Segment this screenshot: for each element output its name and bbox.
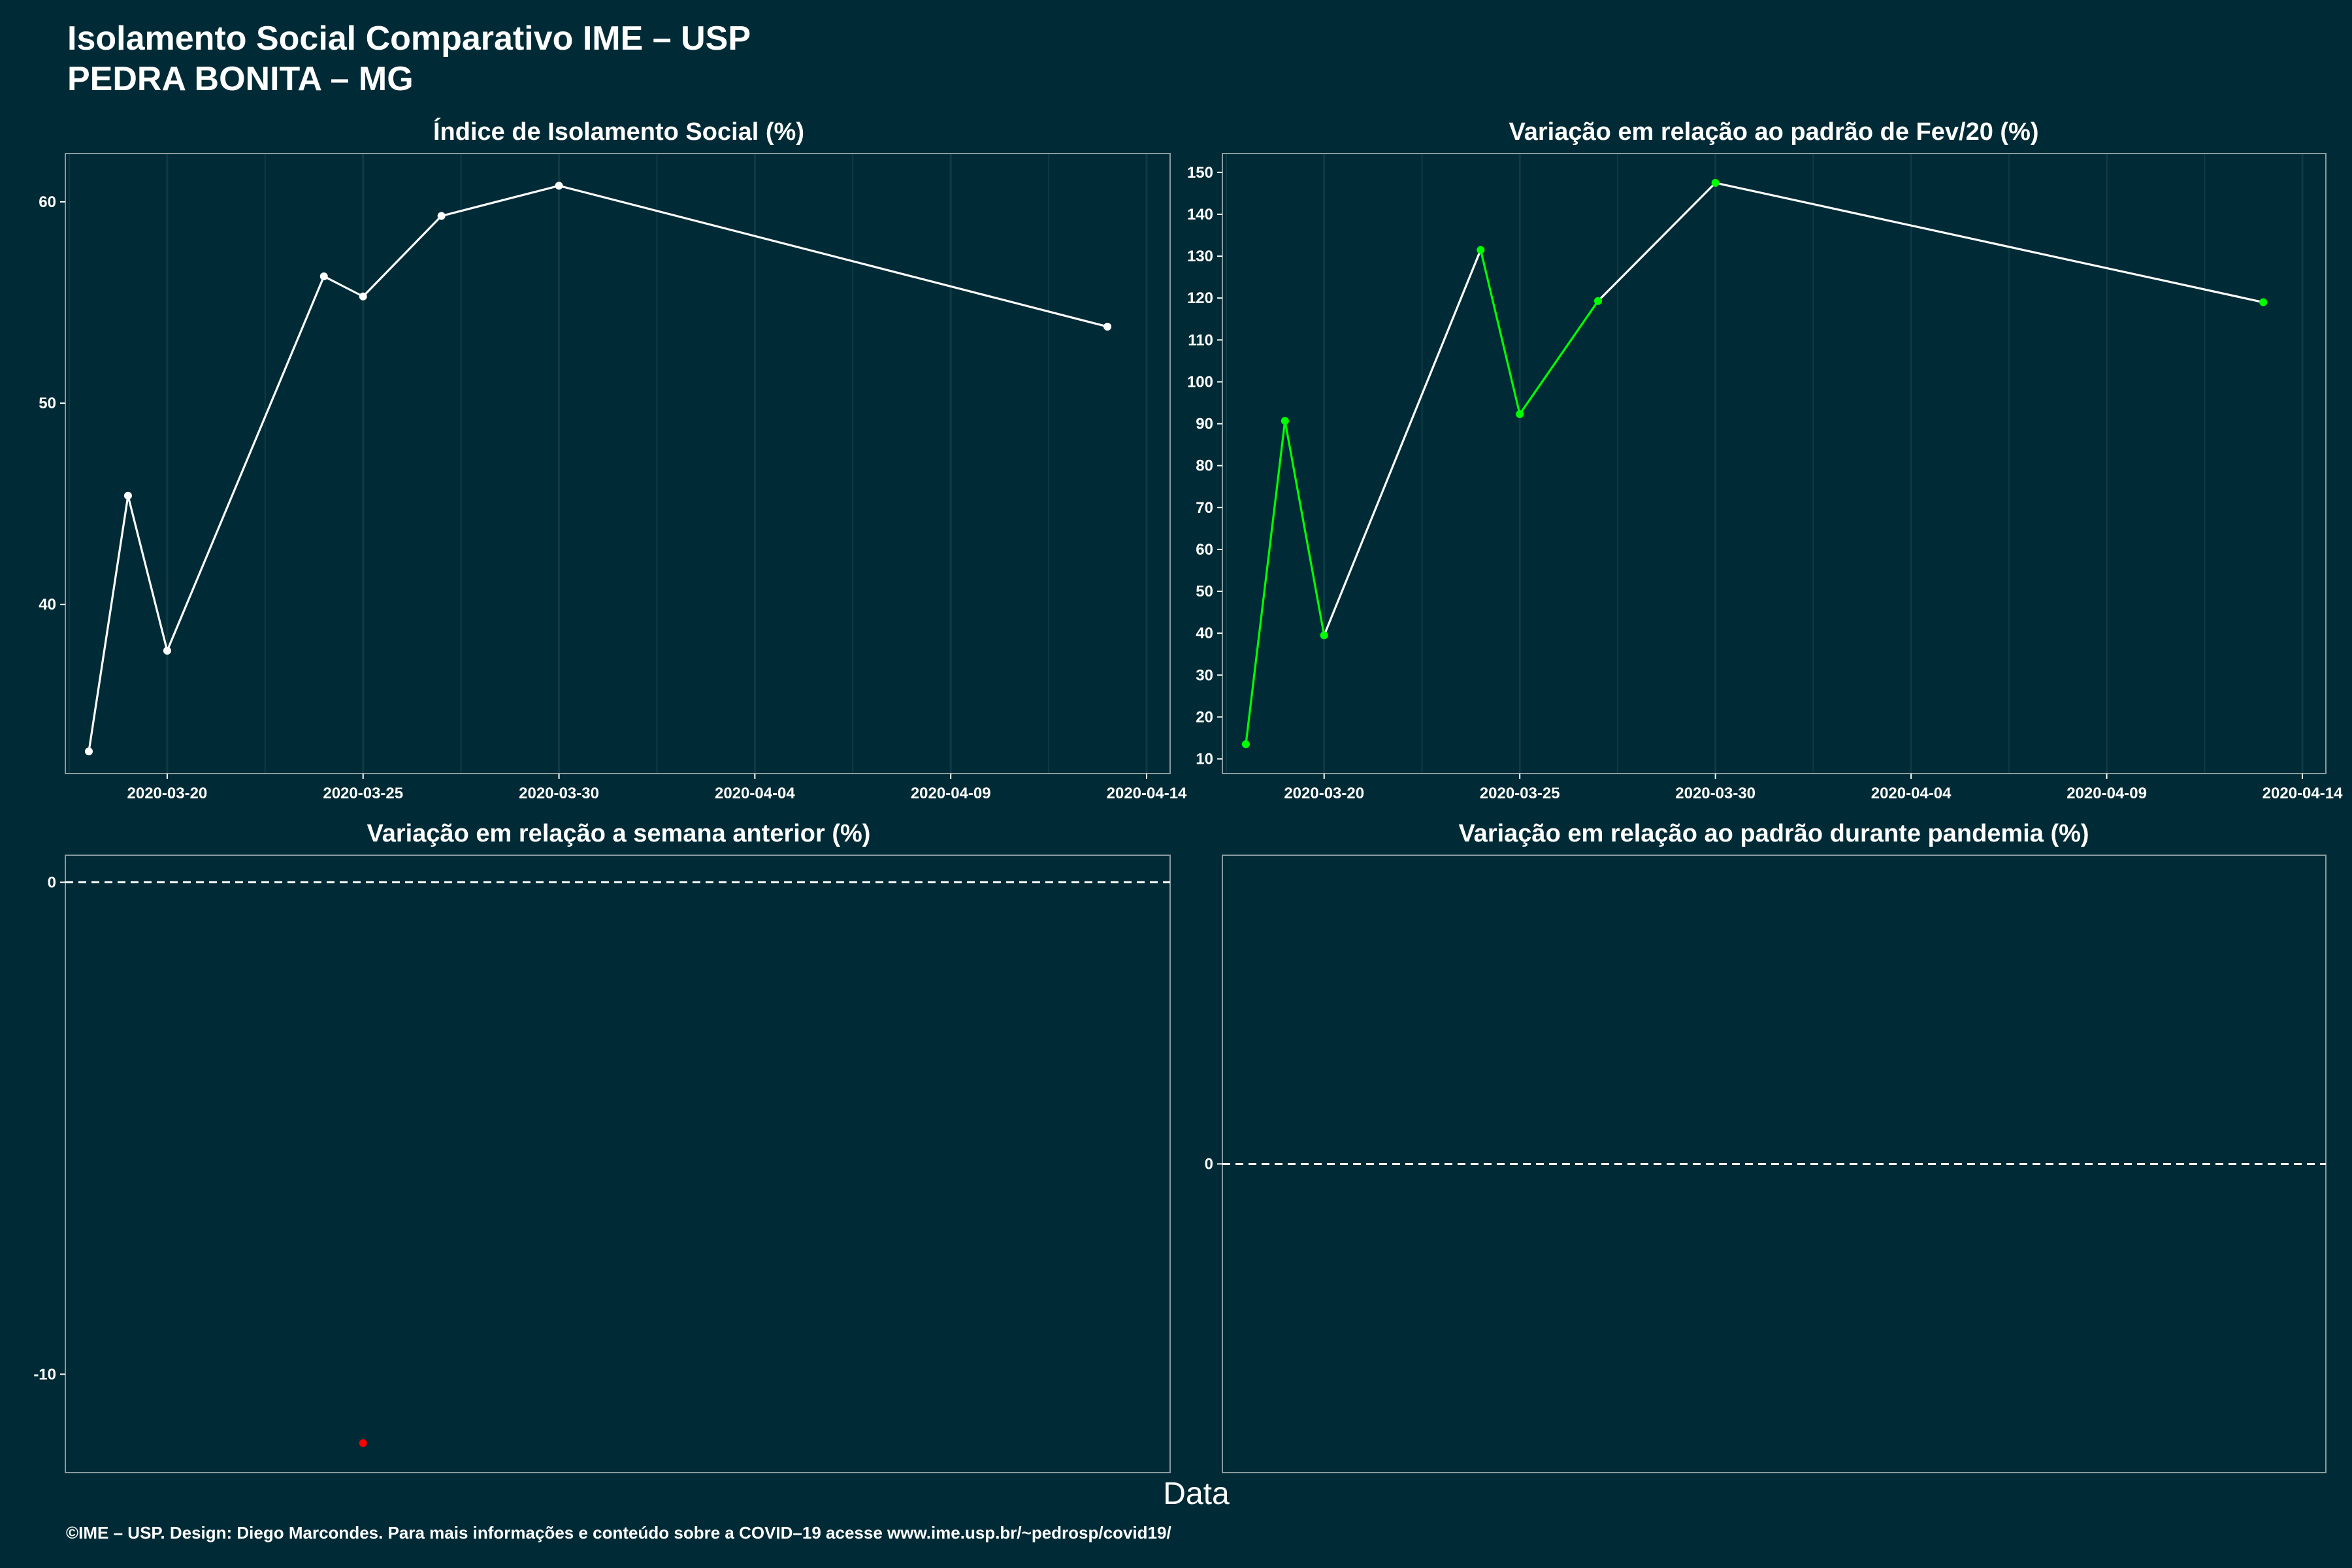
data-point bbox=[359, 292, 367, 301]
series-segment bbox=[559, 184, 1108, 328]
data-point bbox=[1320, 631, 1328, 640]
series-segment bbox=[1479, 250, 1521, 415]
footer-credit: ©IME – USP. Design: Diego Marcondes. Par… bbox=[66, 1523, 1171, 1543]
y-tick-label: 60 bbox=[1196, 541, 1213, 559]
series-segment bbox=[441, 184, 559, 218]
y-tick-label: 70 bbox=[1196, 499, 1213, 517]
series-segment bbox=[88, 495, 129, 752]
y-tick-label: 40 bbox=[1196, 625, 1213, 642]
x-tick-label: 2020-04-14 bbox=[2262, 785, 2343, 802]
series-segment bbox=[362, 215, 442, 297]
x-tick-label: 2020-03-30 bbox=[519, 785, 599, 802]
panel4-title: Variação em relação ao padrão durante pa… bbox=[1458, 820, 2089, 847]
panel2-ticks: 10 20 30 40 50 60 70 80 90 100 110 120 130 140 150 2020… bbox=[1187, 164, 2343, 802]
y-tick-label: 130 bbox=[1187, 248, 1213, 265]
y-tick-label: 120 bbox=[1187, 289, 1213, 307]
panel2-border bbox=[1222, 153, 2327, 774]
y-tick-label: 40 bbox=[39, 596, 56, 613]
panel3-border bbox=[65, 855, 1171, 1473]
x-tick-label: 2020-04-04 bbox=[715, 785, 795, 802]
y-tick-label: 50 bbox=[39, 395, 56, 412]
y-tick-label: 0 bbox=[1205, 1156, 1213, 1173]
panel2-title: Variação em relação ao padrão de Fev/20 … bbox=[1509, 118, 2038, 146]
x-axis-label: Data bbox=[1163, 1477, 1230, 1511]
y-tick-label: -10 bbox=[33, 1365, 56, 1383]
series-segment bbox=[1284, 420, 1326, 636]
y-tick-label: 110 bbox=[1188, 331, 1213, 349]
y-tick-label: 0 bbox=[48, 874, 56, 891]
series-segment bbox=[1597, 182, 1716, 302]
data-point bbox=[1241, 740, 1250, 749]
y-tick-label: 10 bbox=[1196, 751, 1213, 768]
y-tick-label: 90 bbox=[1196, 416, 1213, 433]
data-point bbox=[163, 647, 171, 655]
x-tick-label: 2020-03-25 bbox=[323, 785, 403, 802]
series-segment bbox=[1323, 249, 1482, 636]
panel2-marks bbox=[1241, 178, 2268, 749]
data-point bbox=[437, 212, 446, 220]
data-point bbox=[1103, 322, 1112, 331]
data-point bbox=[1516, 410, 1524, 418]
panel1-title: Índice de Isolamento Social (%) bbox=[433, 117, 804, 146]
data-point bbox=[1281, 417, 1289, 425]
data-point bbox=[1477, 246, 1485, 254]
x-tick-label: 2020-04-14 bbox=[1107, 785, 1187, 802]
y-tick-label: 80 bbox=[1196, 457, 1213, 475]
y-tick-label: 20 bbox=[1196, 708, 1213, 726]
y-tick-label: 140 bbox=[1187, 206, 1213, 223]
series-segment bbox=[1518, 300, 1599, 415]
panel3-title: Variação em relação a semana anterior (%… bbox=[367, 820, 871, 847]
x-tick-label: 2020-03-20 bbox=[127, 785, 208, 802]
panel2-grid bbox=[1225, 154, 2304, 774]
data-point bbox=[359, 1439, 367, 1447]
series-segment bbox=[127, 495, 169, 651]
data-point bbox=[1711, 178, 1720, 187]
panel3-ticks: -10 0 bbox=[33, 874, 65, 1383]
x-tick-label: 2020-04-09 bbox=[911, 785, 991, 802]
y-tick-label: 60 bbox=[39, 193, 56, 211]
x-tick-label: 2020-04-09 bbox=[2066, 785, 2147, 802]
series-segment bbox=[1245, 420, 1286, 745]
x-tick-label: 2020-03-30 bbox=[1675, 785, 1756, 802]
data-point bbox=[123, 491, 132, 500]
panel1-border bbox=[65, 153, 1171, 774]
series-segment bbox=[166, 276, 325, 651]
data-point bbox=[555, 182, 563, 190]
page-subtitle: PEDRA BONITA – MG bbox=[67, 60, 414, 98]
y-tick-label: 30 bbox=[1196, 666, 1213, 684]
data-point bbox=[319, 272, 328, 280]
page-title: Isolamento Social Comparativo IME – USP bbox=[67, 20, 751, 57]
y-tick-label: 50 bbox=[1196, 583, 1213, 600]
data-point bbox=[2259, 298, 2268, 306]
data-point bbox=[1593, 297, 1602, 305]
x-tick-label: 2020-03-20 bbox=[1284, 785, 1364, 802]
y-tick-label: 150 bbox=[1187, 164, 1213, 182]
y-tick-label: 100 bbox=[1187, 373, 1213, 391]
panel1-ticks: 40 50 60 2020-03-20 2020-03-25 2020-03-30 2020… bbox=[39, 193, 1187, 802]
x-tick-label: 2020-04-04 bbox=[1871, 785, 1952, 802]
x-tick-label: 2020-03-25 bbox=[1480, 785, 1560, 802]
panel3-marks bbox=[65, 881, 1170, 1447]
series-segment bbox=[1715, 182, 2264, 304]
panel1-grid bbox=[68, 154, 1148, 774]
series-segment bbox=[323, 275, 364, 298]
data-point bbox=[84, 747, 93, 756]
panel1-marks bbox=[84, 182, 1112, 756]
panel4-ticks: 0 bbox=[1205, 1156, 1222, 1173]
